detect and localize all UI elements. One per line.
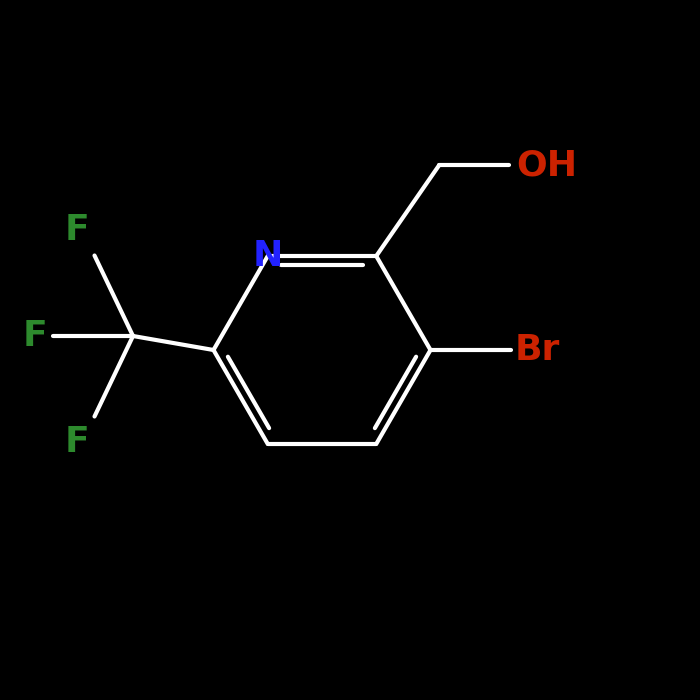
Text: F: F bbox=[64, 425, 89, 459]
Text: F: F bbox=[22, 319, 47, 353]
Text: F: F bbox=[64, 213, 89, 247]
Text: OH: OH bbox=[517, 148, 578, 182]
Text: Br: Br bbox=[514, 333, 560, 367]
Text: N: N bbox=[253, 239, 283, 273]
